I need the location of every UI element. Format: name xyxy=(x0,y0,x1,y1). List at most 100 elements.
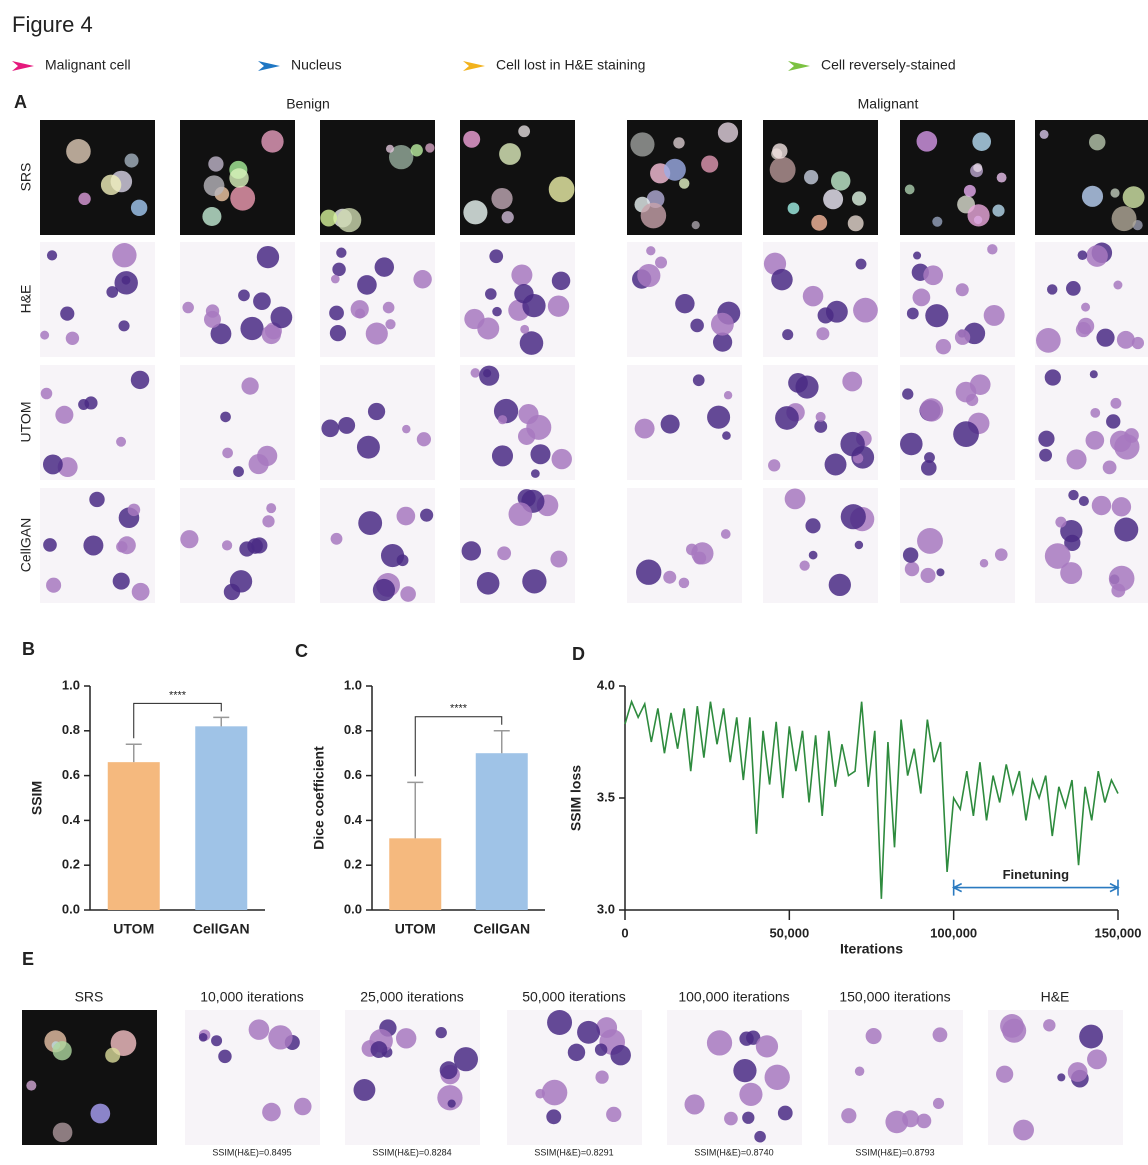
cell xyxy=(841,504,866,529)
y-axis-label: SSIM loss xyxy=(568,765,584,831)
cell xyxy=(499,143,521,165)
cell xyxy=(354,1079,376,1101)
cell xyxy=(1096,329,1114,347)
cell xyxy=(765,1065,790,1090)
cell xyxy=(547,1010,572,1035)
srs-image xyxy=(40,120,155,235)
cell xyxy=(852,191,866,205)
cell xyxy=(866,1028,882,1044)
cell xyxy=(330,325,346,341)
cell xyxy=(840,432,864,456)
cell xyxy=(220,412,231,423)
image-caption: SSIM(H&E)=0.8284 xyxy=(372,1147,451,1157)
significance-label: **** xyxy=(450,703,468,715)
cell xyxy=(222,448,233,459)
cell xyxy=(53,1123,73,1143)
cell xyxy=(739,1083,762,1106)
cell xyxy=(402,425,410,433)
cell xyxy=(701,155,718,172)
cell xyxy=(754,1131,766,1143)
cell xyxy=(973,163,982,172)
legend-label: Nucleus xyxy=(291,57,342,73)
cell xyxy=(218,1050,231,1063)
cell xyxy=(268,1025,292,1049)
bar xyxy=(476,753,528,910)
cell xyxy=(956,283,969,296)
cell xyxy=(89,492,104,507)
cell xyxy=(635,419,655,439)
cell xyxy=(1039,449,1052,462)
cell xyxy=(321,420,339,438)
legend-label: Cell lost in H&E staining xyxy=(496,57,645,73)
cell xyxy=(568,1044,585,1061)
image-caption: SSIM(H&E)=0.8291 xyxy=(534,1147,613,1157)
y-tick-label: 4.0 xyxy=(597,677,615,692)
cell xyxy=(1013,1120,1034,1141)
cell xyxy=(331,275,340,284)
cell xyxy=(552,272,570,290)
cell xyxy=(707,406,730,429)
cell xyxy=(756,1035,778,1057)
cell xyxy=(1057,1073,1065,1081)
cell xyxy=(131,371,149,389)
row-label: CellGAN xyxy=(18,518,34,572)
cell xyxy=(78,193,90,205)
cell xyxy=(768,459,780,471)
cell xyxy=(233,466,244,477)
cell xyxy=(211,1035,222,1046)
cell xyxy=(630,132,654,156)
y-tick-label: 1.0 xyxy=(62,677,80,692)
cell xyxy=(375,257,394,276)
cell xyxy=(902,388,913,399)
cell xyxy=(577,1021,600,1044)
cell xyxy=(733,1059,756,1082)
cell xyxy=(841,1108,856,1123)
cell xyxy=(853,298,878,323)
cell xyxy=(249,1019,270,1040)
cell xyxy=(805,518,820,533)
cell xyxy=(43,455,63,475)
cell xyxy=(641,203,667,229)
cell xyxy=(436,1027,447,1038)
cell xyxy=(112,243,136,267)
cell xyxy=(262,1103,281,1122)
legend-label: Malignant cell xyxy=(45,57,131,73)
cell xyxy=(358,511,382,535)
cell xyxy=(411,144,423,156)
x-tick-label: 0 xyxy=(621,925,628,940)
cell xyxy=(803,286,824,307)
cell xyxy=(679,178,689,188)
y-tick-label: 3.5 xyxy=(597,789,615,804)
cell xyxy=(917,528,943,554)
y-tick-label: 0.0 xyxy=(344,901,362,916)
cell xyxy=(818,307,834,323)
cell xyxy=(970,374,991,395)
image-caption: SSIM(H&E)=0.8793 xyxy=(855,1147,934,1157)
cell xyxy=(262,325,281,344)
cell xyxy=(1038,431,1054,447)
panel-label: A xyxy=(14,92,27,112)
cell xyxy=(673,137,684,148)
cell xyxy=(932,217,942,227)
cell xyxy=(913,252,921,260)
cell xyxy=(230,186,255,211)
cell xyxy=(113,573,130,590)
cell xyxy=(222,540,232,550)
cell xyxy=(782,329,793,340)
srs-image xyxy=(22,1010,157,1145)
cell xyxy=(953,421,979,447)
cell xyxy=(685,1094,705,1114)
cell xyxy=(257,246,279,268)
x-tick-label: 100,000 xyxy=(930,925,977,940)
legend-arrow xyxy=(788,61,810,71)
y-axis-label: SSIM xyxy=(29,781,45,815)
cell xyxy=(357,275,377,295)
cell xyxy=(400,586,416,602)
cell xyxy=(101,175,121,195)
cell xyxy=(984,305,1005,326)
cell xyxy=(454,1047,478,1071)
cell xyxy=(1109,566,1135,592)
error-bar xyxy=(126,744,142,762)
cell xyxy=(489,249,503,263)
cell xyxy=(464,309,484,329)
